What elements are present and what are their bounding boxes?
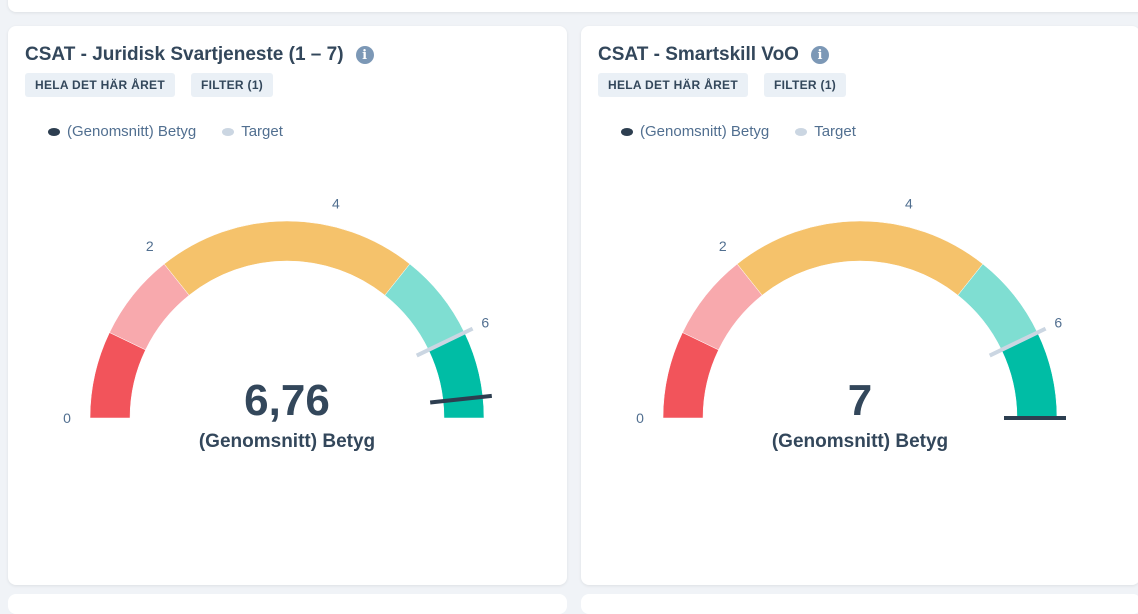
- dashboard-card: CSAT - Smartskill VoO i HELA DET HÄR ÅRET…: [581, 26, 1138, 585]
- legend-label: (Genomsnitt) Betyg: [640, 123, 770, 140]
- gauge-tick-label: 2: [719, 238, 727, 254]
- legend-item-target[interactable]: Target: [222, 123, 283, 140]
- legend: (Genomsnitt) Betyg Target: [48, 123, 283, 140]
- card-title: CSAT - Smartskill VoO i: [598, 44, 829, 66]
- gauge-band: [736, 220, 984, 296]
- info-icon[interactable]: i: [355, 46, 374, 64]
- legend-item-betyg[interactable]: (Genomsnitt) Betyg: [48, 123, 196, 140]
- gauge-value: 7: [847, 376, 873, 425]
- gauge-chart: 0 2 4 6: [63, 196, 493, 426]
- target-needle: [415, 326, 474, 358]
- gauge-tick-label: 2: [146, 238, 154, 254]
- legend-marker-icon: [795, 127, 808, 136]
- card-title: CSAT - Juridisk Svartjeneste (1 – 7) i: [25, 44, 374, 66]
- gauge-band: [163, 220, 411, 296]
- card-title-text: CSAT - Smartskill VoO: [598, 44, 799, 65]
- gauge-tick-label: 6: [1054, 315, 1062, 331]
- gauge-tick-label: 4: [332, 196, 340, 212]
- legend-marker-icon: [621, 127, 633, 136]
- value-needle: [429, 393, 493, 405]
- date-range-chip[interactable]: HELA DET HÄR ÅRET: [598, 73, 748, 97]
- legend-marker-icon: [222, 127, 235, 136]
- gauge-series-label: (Genomsnitt) Betyg: [198, 431, 376, 452]
- gauge-tick-label: 4: [905, 196, 913, 212]
- legend-item-betyg[interactable]: (Genomsnitt) Betyg: [621, 123, 769, 140]
- gauge-tick-label: 0: [63, 410, 71, 426]
- gauge-tick-label: 6: [481, 315, 489, 331]
- top-card: [8, 0, 1138, 12]
- gauge-series-label: (Genomsnitt) Betyg: [771, 431, 949, 452]
- date-range-chip[interactable]: HELA DET HÄR ÅRET: [25, 73, 175, 97]
- bottom-card: [8, 594, 567, 614]
- filter-chip[interactable]: FILTER (1): [191, 73, 274, 97]
- bottom-card: [581, 594, 1138, 614]
- legend: (Genomsnitt) Betyg Target: [621, 123, 856, 140]
- dashboard-card: CSAT - Juridisk Svartjeneste (1 – 7) i HE…: [8, 26, 567, 585]
- filter-chip[interactable]: FILTER (1): [764, 73, 847, 97]
- target-needle: [988, 326, 1047, 358]
- info-icon[interactable]: i: [810, 46, 829, 64]
- legend-label: Target: [814, 123, 856, 140]
- legend-label: Target: [241, 123, 283, 140]
- legend-label: (Genomsnitt) Betyg: [67, 123, 197, 140]
- gauge-chart: 0 2 4 6: [636, 196, 1066, 426]
- gauge-tick-label: 0: [636, 410, 644, 426]
- gauge-value: 6,76: [244, 376, 330, 425]
- card-title-text: CSAT - Juridisk Svartjeneste (1 – 7): [25, 44, 344, 65]
- legend-item-target[interactable]: Target: [795, 123, 856, 140]
- legend-marker-icon: [48, 127, 60, 136]
